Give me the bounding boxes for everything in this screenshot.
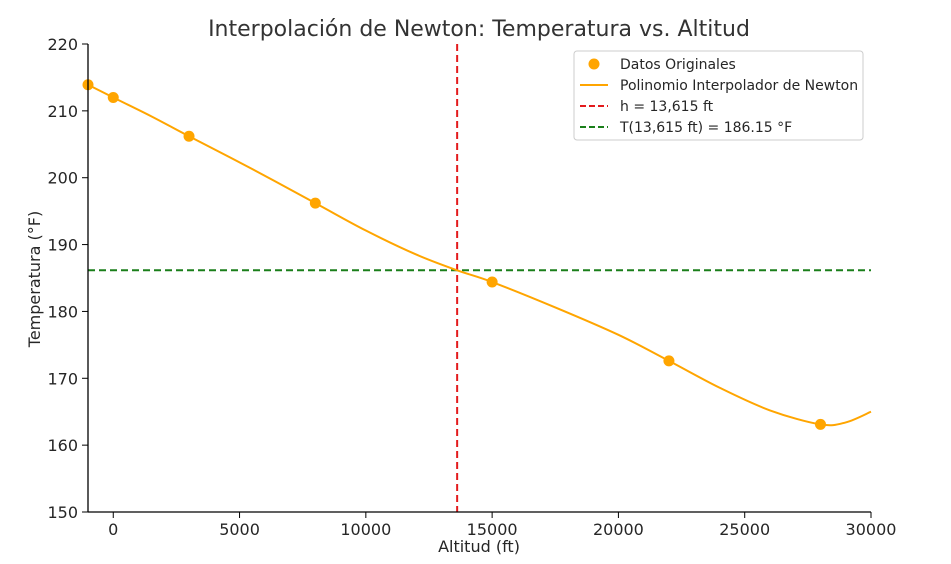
y-tick-label: 170 — [47, 369, 78, 388]
legend-entry-label: h = 13,615 ft — [620, 99, 714, 115]
reference-lines — [88, 44, 871, 512]
data-point — [183, 130, 195, 142]
x-tick-label: 20000 — [593, 520, 644, 539]
x-tick-label: 25000 — [719, 520, 770, 539]
x-tick-label: 15000 — [467, 520, 518, 539]
data-point — [814, 418, 826, 430]
legend: Datos Originales Polinomio Interpolador d… — [573, 50, 864, 141]
x-tick-label: 5000 — [219, 520, 260, 539]
y-tick-label: 220 — [47, 35, 78, 54]
axes: 0 5000 10000 15000 20000 25000 30000 150 160 170 1… — [47, 35, 896, 539]
x-axis-label: Altitud (ft) — [438, 537, 520, 556]
x-tick-label: 0 — [108, 520, 118, 539]
legend-entry-label: Datos Originales — [620, 57, 736, 73]
data-point — [309, 197, 321, 209]
chart-title: Interpolación de Newton: Temperatura vs.… — [208, 17, 750, 42]
series-layer — [82, 79, 872, 430]
y-tick-label: 200 — [47, 169, 78, 188]
y-axis-label: Temperatura (°F) — [25, 211, 44, 348]
y-tick-label: 180 — [47, 302, 78, 321]
y-tick-label: 190 — [47, 236, 78, 255]
legend-box — [573, 50, 864, 141]
data-point — [107, 91, 119, 103]
legend-entry-label: Polinomio Interpolador de Newton — [620, 78, 858, 94]
legend-entry-label: T(13,615 ft) = 186.15 °F — [619, 120, 792, 136]
data-point — [663, 355, 675, 367]
y-tick-label: 160 — [47, 436, 78, 455]
x-tick-label: 30000 — [846, 520, 897, 539]
y-tick-label: 150 — [47, 503, 78, 522]
data-point — [486, 276, 498, 288]
legend-marker — [588, 58, 600, 70]
x-tick-label: 10000 — [340, 520, 391, 539]
y-tick-label: 210 — [47, 102, 78, 121]
